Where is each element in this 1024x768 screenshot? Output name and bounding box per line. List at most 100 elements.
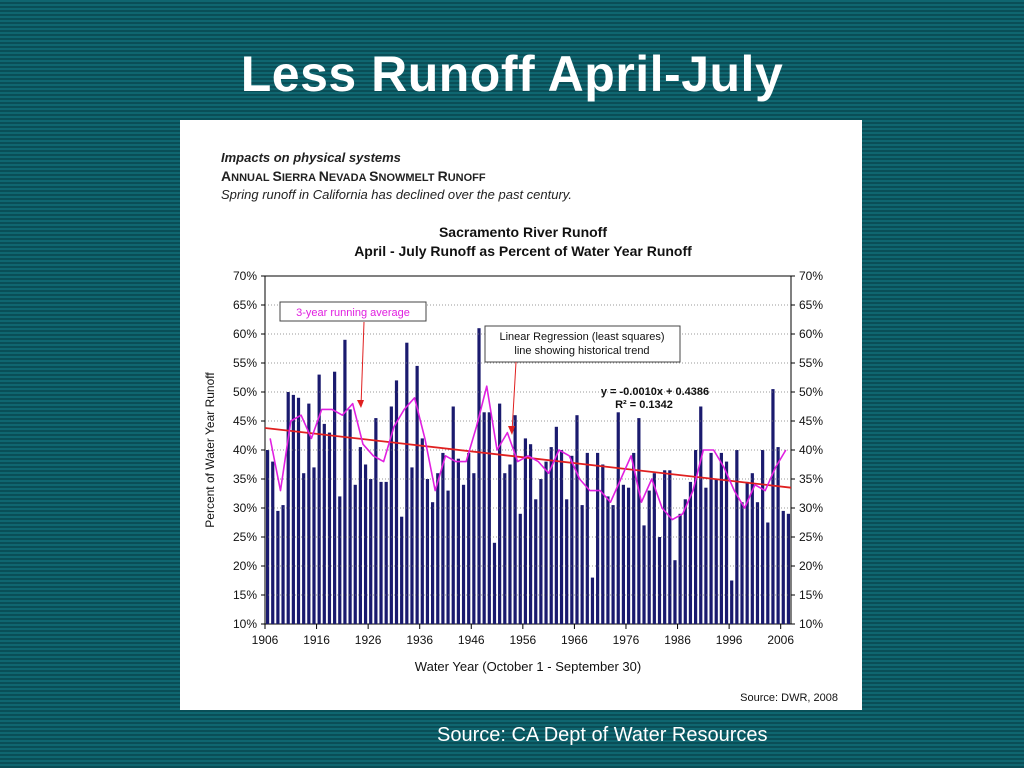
runoff-bar: [276, 510, 280, 624]
x-tick-label: 1996: [716, 633, 743, 647]
x-tick-label: 1926: [355, 633, 382, 647]
y-tick-label-right: 35%: [799, 472, 823, 486]
x-tick-label: 1976: [613, 633, 640, 647]
figure-header-line2: ANNUAL SIERRA NEVADA SNOWMELT RUNOFF: [221, 168, 486, 184]
running-avg-callout-arrow: [360, 321, 365, 407]
chart-svg: Impacts on physical systems ANNUAL SIERR…: [203, 150, 838, 704]
runoff-bar: [338, 496, 342, 624]
runoff-bar: [539, 479, 543, 624]
runoff-bar: [400, 516, 404, 624]
regression-callout-line2: line showing historical trend: [514, 345, 649, 357]
runoff-bar: [688, 481, 693, 624]
runoff-bar: [333, 371, 337, 624]
runoff-bar: [606, 496, 610, 624]
runoff-bar: [312, 467, 316, 624]
y-tick-label-right: 55%: [799, 356, 823, 370]
runoff-bar: [642, 525, 646, 624]
slide-title: Less Runoff April-July: [240, 46, 784, 102]
runoff-bar: [528, 444, 533, 624]
runoff-bar: [487, 412, 491, 624]
runoff-bar: [431, 502, 435, 624]
runoff-bar: [425, 479, 430, 624]
figure-panel: Impacts on physical systems ANNUAL SIERR…: [180, 120, 862, 710]
runoff-bar: [389, 406, 393, 624]
y-tick-label-left: 35%: [233, 472, 257, 486]
running-avg-callout-arrowhead: [357, 400, 364, 408]
runoff-bar: [477, 328, 481, 624]
runoff-bar: [771, 389, 775, 624]
runoff-bar: [730, 580, 734, 624]
regression-callout-box: [484, 325, 681, 363]
runoff-bar: [709, 452, 713, 624]
runoff-bar: [632, 452, 636, 624]
runoff-bar: [781, 510, 785, 624]
chart-subtitle: April - July Runoff as Percent of Water …: [354, 243, 692, 259]
runoff-bar: [343, 339, 347, 624]
runoff-bar: [761, 450, 765, 624]
runoff-bar: [446, 490, 450, 624]
figure-source: Source: DWR, 2008: [740, 692, 838, 704]
runoff-bar: [647, 490, 651, 624]
runoff-bar: [503, 473, 507, 624]
y-tick-label-left: 25%: [233, 530, 257, 544]
running-avg-callout-text: 3-year running average: [296, 307, 410, 319]
runoff-bar: [549, 447, 553, 624]
y-tick-label-left: 60%: [233, 327, 257, 341]
y-tick-label-right: 50%: [799, 385, 823, 399]
runoff-bar: [740, 502, 744, 624]
runoff-bar: [441, 452, 445, 624]
runoff-bar: [363, 464, 368, 624]
regression-line: [264, 427, 792, 489]
y-tick-label-right: 10%: [799, 617, 823, 631]
x-tick-label: 1916: [303, 633, 330, 647]
runoff-bar: [415, 365, 419, 624]
y-tick-label-left: 70%: [233, 269, 257, 283]
runoff-bar: [673, 560, 677, 624]
runoff-bar: [307, 403, 311, 624]
runoff-bar: [637, 418, 641, 624]
runoff-bar: [626, 487, 631, 624]
running-avg-callout-box: [279, 301, 427, 322]
runoff-bar: [719, 452, 723, 624]
runoff-bar: [265, 450, 270, 624]
runoff-bar: [786, 513, 791, 624]
y-tick-label-right: 15%: [799, 588, 823, 602]
runoff-bar: [601, 464, 605, 624]
y-tick-label-right: 65%: [799, 298, 823, 312]
runoff-bar: [482, 412, 486, 624]
runoff-bar: [369, 479, 373, 624]
regression-equation: y = -0.0010x + 0.4386: [601, 386, 709, 398]
runoff-bar: [766, 522, 770, 624]
runoff-bar: [322, 423, 326, 624]
axis-layer: 10% 10% 15% 15% 20% 20% 25% 25% 30% 30% 35% 35% 40% 4…: [233, 269, 823, 647]
y-tick-label-left: 15%: [233, 588, 257, 602]
runoff-bar: [271, 461, 275, 624]
runoff-bar: [652, 473, 656, 624]
runoff-bar: [616, 412, 620, 624]
x-tick-label: 2006: [767, 633, 794, 647]
runoff-bar: [657, 537, 662, 624]
y-tick-label-right: 45%: [799, 414, 823, 428]
y-tick-label-left: 45%: [233, 414, 257, 428]
y-tick-label-right: 60%: [799, 327, 823, 341]
x-tick-label: 1966: [561, 633, 588, 647]
runoff-bar: [694, 450, 698, 624]
bars-layer: [265, 328, 791, 624]
runoff-bar: [286, 392, 290, 624]
runoff-bar: [281, 505, 285, 624]
runoff-bar: [358, 447, 362, 624]
chart-title: Sacramento River Runoff: [439, 224, 607, 240]
y-tick-label-right: 70%: [799, 269, 823, 283]
runoff-bar: [317, 374, 321, 624]
runoff-bar: [699, 406, 703, 624]
regression-callout-arrowhead: [508, 426, 515, 435]
runoff-bar: [498, 403, 502, 624]
runoff-bar: [611, 505, 615, 624]
y-tick-label-left: 10%: [233, 617, 257, 631]
regression-r-squared: R² = 0.1342: [615, 399, 673, 411]
runoff-bar: [302, 473, 306, 624]
runoff-bar: [544, 461, 548, 624]
x-tick-label: 1906: [252, 633, 279, 647]
y-tick-label-right: 40%: [799, 443, 823, 457]
regression-callout-arrow: [511, 361, 517, 433]
